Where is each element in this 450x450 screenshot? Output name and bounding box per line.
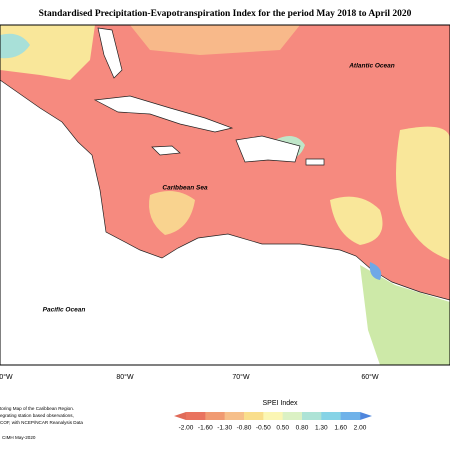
- cuba: [93, 95, 234, 133]
- yellow-zone: [396, 126, 450, 261]
- colorbar-segment: [244, 412, 264, 420]
- colorbar-end: [174, 412, 186, 420]
- footnote: toring Map of the Caribbean Region. egrat…: [0, 406, 83, 425]
- longitude-labels: 0°W 80°W 70°W 60°W: [0, 373, 379, 381]
- hispaniola: [235, 135, 301, 163]
- legend-tick-label: 0.50: [276, 425, 289, 432]
- longitude-label: 80°W: [116, 373, 134, 381]
- mainland: [0, 79, 450, 366]
- longitude-label: 60°W: [361, 373, 379, 381]
- colorbar-segment: [340, 412, 361, 420]
- map: Atlantic Ocean Caribbean Sea Pacific Oce…: [0, 24, 450, 366]
- colorbar-segment: [302, 412, 322, 420]
- colorbar-segment: [263, 412, 283, 420]
- legend-tick-label: -0.80: [237, 425, 252, 432]
- colorbar-end: [360, 412, 372, 420]
- legend-tick-label: -2.00: [179, 425, 194, 432]
- ocean-label: Pacific Ocean: [43, 307, 86, 314]
- colorbar-segment: [186, 412, 206, 420]
- title: Standardised Precipitation-Evapotranspir…: [39, 9, 412, 19]
- jamaica: [151, 145, 181, 156]
- ocean-label: Caribbean Sea: [162, 185, 208, 192]
- yellow-zone: [330, 196, 383, 245]
- puerto-rico: [305, 158, 325, 166]
- wet-zone: [0, 33, 30, 59]
- legend-tick-label: -1.30: [217, 425, 232, 432]
- florida: [97, 27, 123, 79]
- legend-title: SPEI Index: [262, 400, 298, 407]
- footnote-line: toring Map of the Caribbean Region.: [0, 406, 74, 411]
- colorbar-segment: [205, 412, 225, 420]
- credit: CIMH May-2020: [2, 435, 36, 440]
- colorbar-segment: [321, 412, 341, 420]
- legend-tick-label: 1.60: [334, 425, 347, 432]
- longitude-label: 0°W: [0, 373, 13, 381]
- legend-tick-label: -0.50: [256, 425, 271, 432]
- footnote-line: COF, with NCEP/NCAR Reanalysis Data: [0, 420, 83, 425]
- wet-zone: [369, 262, 382, 280]
- colorbar-segment: [224, 412, 245, 420]
- map-frame: [0, 24, 450, 366]
- land-index-zone: [360, 265, 450, 365]
- colorbar-segment: [282, 412, 303, 420]
- ocean-label: Atlantic Ocean: [348, 63, 395, 70]
- legend-tick-label: 0.80: [296, 425, 309, 432]
- legend-tick-label: 2.00: [354, 425, 367, 432]
- orange-zone: [130, 25, 300, 55]
- longitude-label: 70°W: [232, 373, 250, 381]
- footnote-line: egrating station based observations,: [0, 413, 74, 418]
- legend-tick-label: -1.60: [198, 425, 213, 432]
- legend-tick-label: 1.30: [315, 425, 328, 432]
- orange-zone: [149, 191, 195, 235]
- colorbar: -2.00 -1.60 -1.30 -0.80 -0.50 0.50 0.80 1.30 1.6…: [174, 412, 372, 432]
